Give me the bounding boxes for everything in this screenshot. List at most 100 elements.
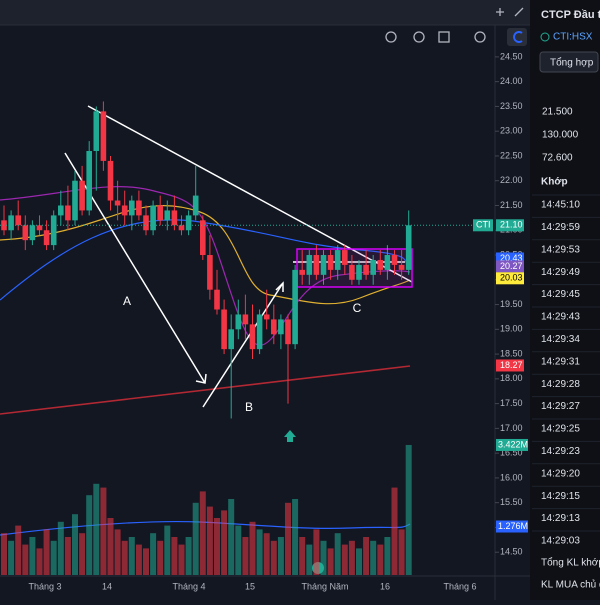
status-dot bbox=[540, 32, 550, 42]
price-tag-label: 20.03 bbox=[500, 273, 523, 283]
y-tick-label: 16.50 bbox=[500, 448, 523, 458]
y-tick-label: 15.50 bbox=[500, 497, 523, 507]
candle-body bbox=[86, 151, 92, 211]
volume-bar bbox=[363, 537, 370, 575]
y-tick-label: 17.50 bbox=[500, 398, 523, 408]
brand-button[interactable] bbox=[507, 28, 527, 46]
candle-body bbox=[29, 225, 36, 241]
panel-header: Khớp bbox=[541, 177, 568, 188]
candle-body bbox=[185, 215, 192, 231]
y-tick-label: 21.50 bbox=[500, 200, 523, 210]
toolbar bbox=[0, 0, 530, 25]
candle-body bbox=[249, 324, 256, 350]
volume-bar bbox=[107, 518, 114, 575]
candle-body bbox=[327, 255, 334, 270]
volume-tag-label: 1.276M bbox=[498, 521, 528, 531]
panel-title: CTCP Đầu t bbox=[541, 9, 600, 21]
trade-time: 14:29:20 bbox=[541, 468, 580, 479]
volume-tag bbox=[496, 438, 528, 451]
x-tick-label: Tháng 6 bbox=[443, 581, 476, 591]
candle-body bbox=[271, 319, 277, 335]
candle-body bbox=[36, 225, 43, 231]
trade-time: 14:29:45 bbox=[541, 289, 580, 300]
candle-body bbox=[200, 220, 206, 256]
volume-bar bbox=[398, 529, 405, 575]
volume-bar bbox=[135, 544, 142, 575]
y-tick-label: 18.00 bbox=[500, 373, 523, 383]
chart: 24.5024.0023.5023.0022.5022.0021.5021.00… bbox=[0, 51, 528, 591]
candle-body bbox=[292, 269, 298, 345]
y-tick-label: 14.50 bbox=[500, 547, 523, 557]
volume-bar bbox=[263, 533, 270, 575]
trade-time: 14:29:23 bbox=[541, 446, 580, 457]
trade-time: 14:29:13 bbox=[541, 513, 580, 524]
candle-body bbox=[405, 225, 412, 270]
candle-body bbox=[334, 250, 341, 270]
trade-time: 14:29:59 bbox=[541, 222, 580, 233]
volume-bar bbox=[306, 544, 313, 575]
volume-bar bbox=[8, 540, 15, 575]
candle-body bbox=[129, 200, 135, 216]
y-tick-label: 24.00 bbox=[500, 76, 523, 86]
volume-bar bbox=[157, 540, 164, 575]
volume-bar bbox=[192, 502, 199, 575]
candle-body bbox=[299, 269, 305, 275]
volume-tag bbox=[496, 520, 528, 533]
candle-body bbox=[65, 205, 71, 221]
volume-bar bbox=[277, 537, 284, 575]
annotation: A bbox=[123, 294, 131, 308]
panel-price: 130.000 bbox=[542, 130, 579, 141]
panel-tab[interactable] bbox=[539, 51, 599, 73]
trade-time: 14:29:53 bbox=[541, 244, 580, 255]
panel-footer: Tổng KL khớp bbox=[541, 557, 600, 569]
chart-bg bbox=[0, 0, 530, 600]
price-tag bbox=[496, 252, 524, 265]
candle-body bbox=[178, 225, 185, 231]
panel-footer: KL MUA chủ đ bbox=[541, 579, 600, 591]
x-tick-label: 16 bbox=[380, 581, 390, 591]
volume-bar bbox=[405, 444, 412, 575]
volume-bar bbox=[15, 525, 22, 575]
volume-bar bbox=[36, 548, 43, 575]
candle-body bbox=[107, 160, 114, 201]
y-tick-label: 19.50 bbox=[500, 299, 523, 309]
volume-bar bbox=[178, 544, 185, 575]
panel-tab-label: Tổng hợp bbox=[550, 57, 594, 69]
side-panel bbox=[530, 0, 600, 600]
x-tick-label: Tháng 4 bbox=[172, 581, 205, 591]
volume-bar bbox=[199, 491, 206, 575]
volume-bar bbox=[377, 544, 384, 575]
volume-bar bbox=[370, 540, 377, 575]
volume-bar bbox=[93, 483, 100, 575]
trade-time: 14:29:28 bbox=[541, 379, 580, 390]
candle-body bbox=[263, 314, 270, 320]
trade-time: 14:29:31 bbox=[541, 356, 580, 367]
toolbar-icons[interactable] bbox=[385, 7, 524, 43]
up-arrow-marker bbox=[284, 430, 296, 442]
y-tick-label: 19.00 bbox=[500, 324, 523, 334]
volume-bar bbox=[249, 521, 256, 575]
candle-body bbox=[342, 250, 348, 265]
candle-body bbox=[306, 255, 313, 275]
brand-icon bbox=[513, 31, 523, 43]
candle-body bbox=[370, 259, 376, 275]
volume-bar bbox=[235, 525, 242, 575]
indicators bbox=[0, 186, 411, 536]
y-tick-label: 18.50 bbox=[500, 348, 523, 358]
candle-body bbox=[114, 200, 121, 206]
trade-time: 14:29:15 bbox=[541, 491, 580, 502]
trade-time: 14:29:03 bbox=[541, 536, 580, 547]
volume-bar bbox=[391, 487, 398, 575]
volume-bar bbox=[285, 502, 291, 575]
y-tick-label: 22.50 bbox=[500, 150, 523, 160]
volume-bar bbox=[242, 537, 249, 575]
candle-body bbox=[207, 255, 213, 290]
panel-symbol[interactable]: CTI:HSX bbox=[553, 32, 593, 43]
candle-body bbox=[278, 319, 284, 335]
volume-bar bbox=[114, 529, 121, 575]
volume-bar bbox=[86, 495, 93, 575]
candle-body bbox=[384, 255, 391, 270]
candle-body bbox=[93, 111, 100, 151]
volume-bar bbox=[43, 529, 50, 575]
